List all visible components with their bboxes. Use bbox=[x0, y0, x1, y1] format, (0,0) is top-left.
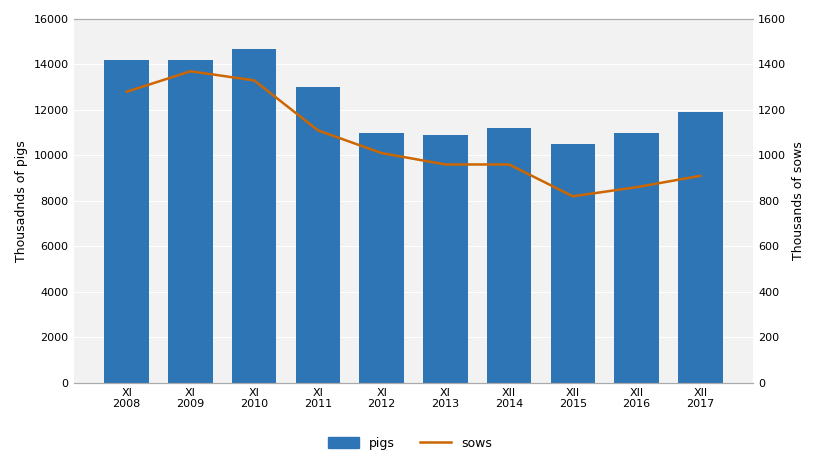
Bar bbox=[168, 60, 212, 383]
Y-axis label: Thousands of sows: Thousands of sows bbox=[791, 142, 804, 260]
sows bbox=[376, 150, 386, 156]
sows bbox=[122, 89, 132, 95]
sows bbox=[504, 162, 514, 167]
Line: sows: sows bbox=[127, 71, 699, 196]
Y-axis label: Thousadnds of pigs: Thousadnds of pigs bbox=[15, 140, 28, 262]
Bar bbox=[613, 133, 658, 383]
sows bbox=[249, 77, 259, 83]
sows bbox=[440, 162, 450, 167]
Bar bbox=[232, 48, 276, 383]
Bar bbox=[423, 135, 467, 383]
sows bbox=[568, 194, 577, 199]
Bar bbox=[550, 144, 595, 383]
sows bbox=[695, 173, 704, 178]
Bar bbox=[486, 128, 531, 383]
Bar bbox=[104, 60, 149, 383]
sows bbox=[313, 128, 323, 133]
Bar bbox=[359, 133, 404, 383]
Legend: pigs, sows: pigs, sows bbox=[323, 432, 496, 455]
sows bbox=[631, 184, 640, 190]
sows bbox=[185, 69, 195, 74]
Bar bbox=[296, 87, 340, 383]
Bar bbox=[677, 112, 722, 383]
